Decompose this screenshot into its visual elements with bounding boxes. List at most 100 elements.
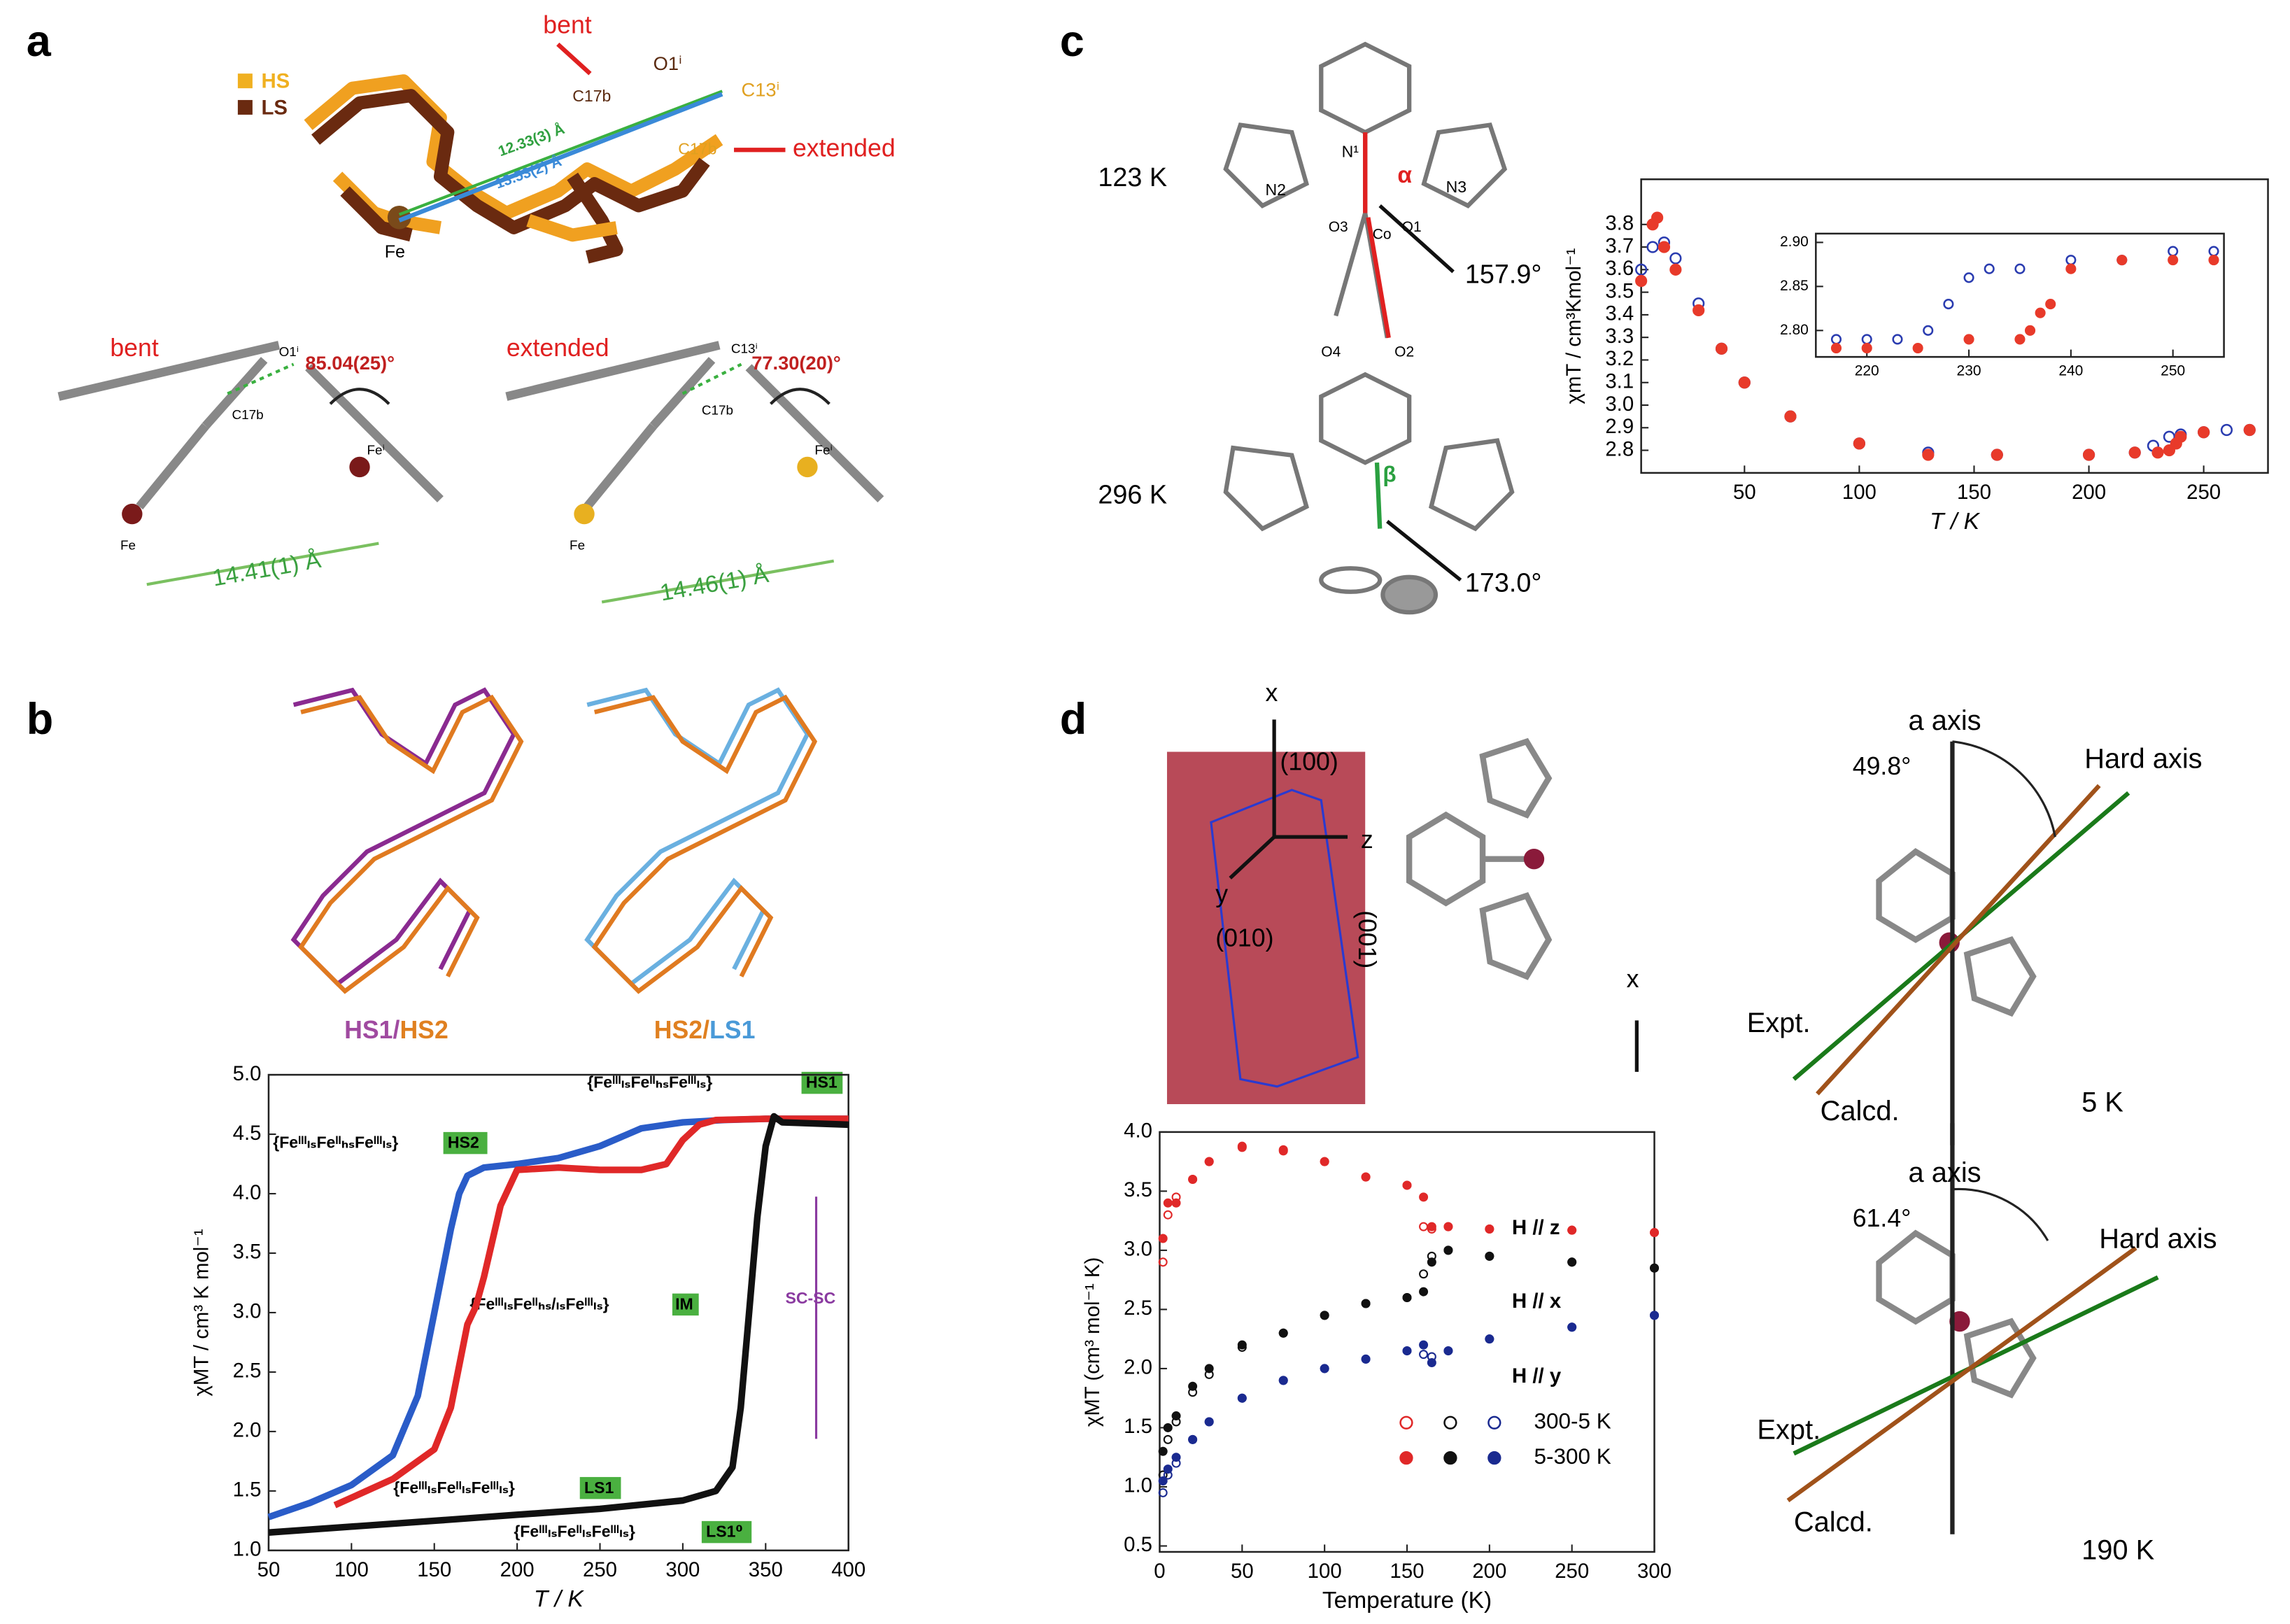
overlay-label: HS1/HS2 (344, 1017, 448, 1045)
y-tick-label: 1.0 (233, 1538, 262, 1561)
data-point (1963, 272, 1974, 283)
data-point (1427, 1257, 1436, 1267)
legend-label: HS (261, 70, 290, 93)
angle-label: 49.8° (1853, 752, 1911, 780)
y-tick-label: 2.90 (1780, 234, 1809, 250)
y-tick-label: 2.85 (1780, 278, 1809, 294)
data-point (1485, 1224, 1494, 1234)
metal-atom (1523, 848, 1545, 870)
tag-bg (701, 1520, 752, 1544)
plot-frame (1159, 1131, 1655, 1553)
y-tick-label: 2.8 (1605, 437, 1634, 460)
x-tick-label: 150 (1957, 481, 1991, 504)
data-point (1419, 1192, 1429, 1202)
crystal-outline (1210, 789, 1359, 1088)
data-point (1427, 1222, 1436, 1231)
face-label: (100) (1280, 748, 1338, 776)
fe-atom (122, 503, 143, 525)
overlay-label-part: / (702, 1017, 709, 1045)
chart: 50 100 150 200 250 300 350 400 1.0 1.5 2.0 2.5 3.0 3.… (190, 1062, 865, 1612)
data-point (1669, 263, 1682, 276)
x-tick-label: 350 (749, 1558, 783, 1581)
data-point (1650, 1263, 1660, 1273)
data-point (1402, 1180, 1412, 1190)
y-tick-label: 1.5 (1124, 1415, 1152, 1438)
y-tick-label: 3.5 (1124, 1178, 1152, 1201)
angle-label: 77.30(20)° (751, 352, 841, 374)
data-point (1892, 334, 1903, 345)
annotation: extended (507, 334, 609, 362)
data-point (2243, 423, 2256, 437)
angle-symbol: β (1383, 462, 1396, 486)
data-point (1402, 1293, 1412, 1303)
y-tick-label: 4.0 (233, 1181, 262, 1204)
x-tick-label: 300 (665, 1558, 700, 1581)
y-tick-label: 0.5 (1124, 1533, 1152, 1556)
panel-label: d (1060, 695, 1087, 744)
data-point (1171, 1411, 1181, 1421)
tag: HS1 (806, 1073, 837, 1092)
x-tick-label: 300 (1637, 1560, 1671, 1583)
data-point (1237, 1141, 1247, 1151)
x-tick-label: 200 (1472, 1560, 1506, 1583)
data-point (1188, 1434, 1198, 1444)
data-point (2014, 334, 2026, 345)
x-tick-label: 150 (1390, 1560, 1425, 1583)
data-point (1567, 1322, 1577, 1332)
face-label: (010) (1215, 924, 1273, 952)
data-point (1278, 1145, 1288, 1155)
bond-highlight (1374, 463, 1383, 529)
x-tick-label: 100 (334, 1558, 369, 1581)
data-point (1361, 1172, 1371, 1182)
atom-label: N2 (1266, 181, 1286, 199)
y-tick-label: 5.0 (233, 1062, 262, 1085)
x-axis-label: T / K (1930, 509, 1980, 535)
atom-label: C17b (702, 404, 733, 418)
angle-arc (1952, 1187, 2049, 1241)
y-axis-label: χMT (cm³ mol⁻¹ K) (1081, 1257, 1104, 1427)
data-point (2168, 255, 2179, 266)
atom-label: O4 (1321, 344, 1341, 360)
overlay-label-part: HS2 (400, 1017, 448, 1045)
panel-c-structure (1223, 41, 1515, 615)
y-tick-label: 4.5 (233, 1122, 262, 1145)
data-point (1635, 263, 1648, 276)
data-point (1163, 1198, 1173, 1208)
fe-atom (349, 456, 370, 478)
plot-frame (1640, 178, 2269, 474)
tag: LS1 (584, 1478, 614, 1497)
x-tick-label: 230 (1957, 363, 1981, 379)
angle-symbol: α (1397, 162, 1412, 188)
data-point (1943, 299, 1954, 310)
data-point (1646, 241, 1659, 253)
y-tick-label: 2.80 (1780, 322, 1809, 338)
y-tick-label: 3.0 (1605, 393, 1634, 416)
distance-line (146, 542, 379, 586)
data-point (2045, 299, 2056, 310)
x-tick-label: 400 (831, 1558, 865, 1581)
line-label: Expt. (1747, 1008, 1811, 1038)
x-tick-label: 250 (1555, 1560, 1589, 1583)
data-point (1912, 342, 1923, 354)
atom-label: Feⁱ (367, 443, 385, 458)
data-point (1158, 1257, 1168, 1267)
data-point (1419, 1222, 1429, 1231)
y-tick-label: 3.5 (233, 1241, 262, 1264)
atom-label: N¹ (1342, 143, 1359, 161)
series-line (268, 1113, 849, 1536)
x-tick-label: 250 (2161, 363, 2185, 379)
axis-label: y (1215, 880, 1228, 908)
panel-b-overlay (290, 687, 818, 994)
data-point (1991, 449, 2003, 461)
data-point (1419, 1269, 1429, 1279)
data-point (2151, 446, 2164, 459)
axis-arrow (1229, 835, 1275, 880)
distance-line (398, 90, 723, 216)
data-point (2024, 325, 2036, 336)
face-label: (001) (1353, 910, 1381, 968)
legend-label: LS (261, 96, 288, 119)
angle-arc (329, 388, 390, 405)
line-label: Expt. (1757, 1414, 1821, 1445)
data-point (1171, 1453, 1181, 1462)
distance-label: 14.41(1) Å (211, 547, 323, 592)
